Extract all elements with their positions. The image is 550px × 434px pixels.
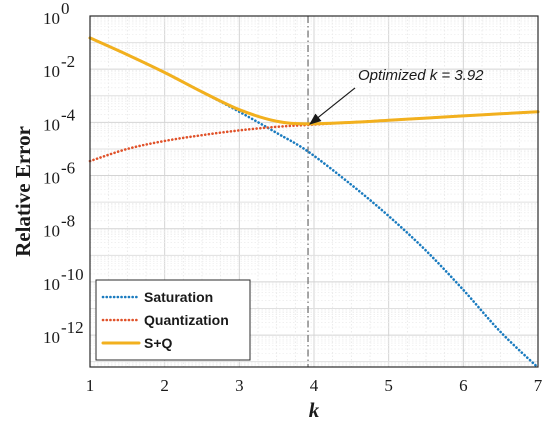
x-tick-label: 2 — [160, 376, 169, 395]
y-tick-exponent: 0 — [61, 0, 70, 18]
x-tick-labels: 1 2 3 4 5 6 7 — [86, 376, 543, 395]
y-tick-label: 10 — [43, 115, 60, 134]
y-tick-exponent: -4 — [61, 105, 76, 124]
x-tick-label: 7 — [534, 376, 543, 395]
y-axis-label: Relative Error — [11, 126, 35, 257]
annotation-text: Optimized k = 3.92 — [358, 67, 484, 84]
y-tick-label: 10 — [43, 62, 60, 81]
legend-items: Saturation Quantization S+Q — [101, 289, 229, 351]
y-tick-exponent: -6 — [61, 159, 75, 178]
plot-frame — [89, 15, 539, 368]
x-tick-label: 1 — [86, 376, 95, 395]
y-tick-exponent: -12 — [61, 318, 84, 337]
y-tick-label: 10 — [43, 9, 60, 28]
annotation: Optimized k = 3.92 — [309, 67, 484, 125]
x-tick-label: 6 — [459, 376, 468, 395]
y-tick-label: 10 — [43, 169, 60, 188]
annotation-arrow — [309, 87, 356, 125]
y-tick-label: 10 — [43, 275, 60, 294]
x-axis-label: k — [309, 398, 320, 422]
legend-label: Saturation — [144, 289, 213, 305]
y-tick-label: 10 — [43, 328, 60, 347]
y-tick-exponent: -10 — [61, 265, 84, 284]
x-tick-label: 5 — [384, 376, 393, 395]
series-lines — [88, 36, 540, 369]
legend-label: Quantization — [144, 312, 229, 328]
legend: Saturation Quantization S+Q — [95, 279, 251, 361]
y-tick-exponent: -8 — [61, 212, 75, 231]
series-sum — [88, 36, 540, 126]
legend-label: S+Q — [144, 335, 173, 351]
x-tick-label: 4 — [310, 376, 319, 395]
y-tick-exponent: -2 — [61, 52, 75, 71]
x-tick-label: 3 — [235, 376, 244, 395]
y-tick-label: 10 — [43, 222, 60, 241]
